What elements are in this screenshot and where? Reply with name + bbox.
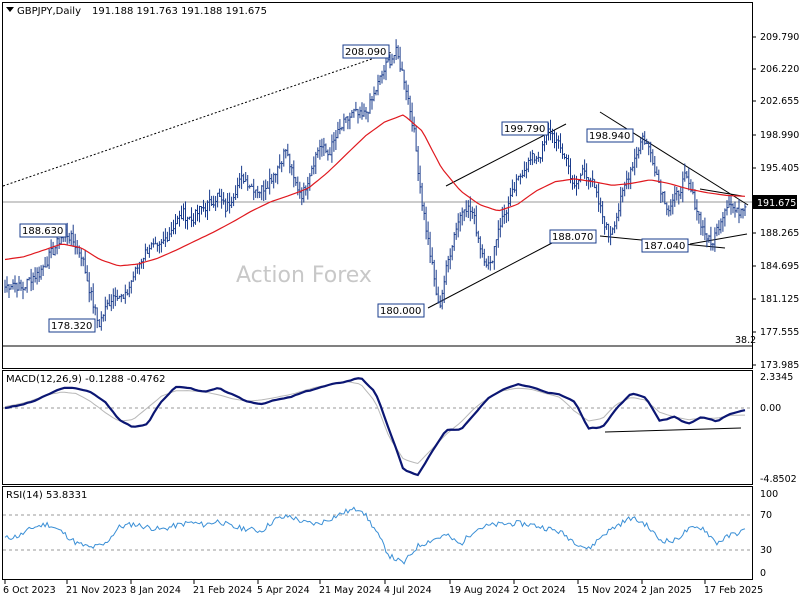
time-tick-label: 6 Oct 2023 xyxy=(3,585,56,596)
price-tick-label: 209.790 xyxy=(760,32,799,43)
moving-average-line xyxy=(4,114,746,267)
annotation-low-180-label: 180.000 xyxy=(380,306,421,317)
price-tick-label: 195.405 xyxy=(760,163,799,174)
annotation-low-188-label: 188.070 xyxy=(552,232,593,243)
annotation-low-180: 180.000 xyxy=(377,303,425,318)
current-price-value: 191.675 xyxy=(757,198,796,209)
annotation-low-187-label: 187.040 xyxy=(644,241,685,252)
wedge-top-trendline xyxy=(699,188,743,197)
rsi-tick-label: 0 xyxy=(760,568,766,579)
fib-382-label: 38.2 xyxy=(735,335,756,346)
price-tick-label: 184.695 xyxy=(760,261,799,272)
time-tick-label: 2 Jan 2025 xyxy=(641,585,692,596)
rsi-tick-label: 70 xyxy=(760,510,772,521)
macd-support-trendline xyxy=(604,427,742,433)
annotation-low-187: 187.040 xyxy=(641,238,689,253)
price-tick-label: 188.265 xyxy=(760,228,799,239)
price-panel-frame xyxy=(2,2,753,369)
rsi-line xyxy=(4,506,746,565)
macd-panel-frame xyxy=(2,370,753,485)
watermark: Action Forex xyxy=(236,263,372,288)
macd-tick-label: -4.8502 xyxy=(760,474,797,485)
annotation-high-199: 199.790 xyxy=(501,121,549,136)
macd-axis: 2.3345 0.00 -4.8502 xyxy=(760,372,797,485)
symbol-marker-icon xyxy=(6,7,14,12)
ohlc-label: 191.188 191.763 191.188 191.675 xyxy=(92,6,267,17)
rsi-tick-label: 100 xyxy=(760,489,778,500)
price-bars xyxy=(4,39,747,331)
annotation-low-178: 178.320 xyxy=(48,318,96,333)
macd-title: MACD(12,26,9) -0.1288 -0.4762 xyxy=(6,374,166,385)
annotation-high-188-label: 188.630 xyxy=(22,226,63,237)
price-tick-label: 206.220 xyxy=(760,64,799,75)
time-tick-label: 5 Apr 2024 xyxy=(257,585,310,596)
time-tick-label: 15 Nov 2024 xyxy=(577,585,638,596)
annotation-high-208: 208.090 xyxy=(342,44,390,59)
time-tick-label: 17 Feb 2025 xyxy=(704,585,763,596)
time-tick-label: 8 Jan 2024 xyxy=(130,585,181,596)
rsi-tick-label: 30 xyxy=(760,545,772,556)
wedge-bottom-trendline xyxy=(689,233,748,245)
price-tick-label: 202.655 xyxy=(760,96,799,107)
price-tick-label: 173.985 xyxy=(760,360,799,371)
time-tick-label: 2 Oct 2024 xyxy=(513,585,566,596)
time-tick-label: 19 Aug 2024 xyxy=(449,585,510,596)
price-axis: 209.790 206.220 202.655 198.990 195.405 … xyxy=(752,32,799,371)
annotation-low-188: 188.070 xyxy=(549,229,597,244)
rsi-axis: 100 70 30 0 xyxy=(760,489,778,579)
time-tick-label: 4 Jul 2024 xyxy=(384,585,432,596)
annotation-high-199-label: 199.790 xyxy=(504,124,545,135)
annotation-high-198-label: 198.940 xyxy=(589,131,630,142)
price-tick-label: 177.555 xyxy=(760,327,799,338)
price-tick-label: 181.125 xyxy=(760,294,799,305)
rsi-title: RSI(14) 53.8331 xyxy=(6,490,87,501)
macd-line xyxy=(4,377,746,477)
time-tick-label: 21 Feb 2024 xyxy=(193,585,252,596)
annotation-high-208-label: 208.090 xyxy=(345,47,386,58)
macd-tick-label: 2.3345 xyxy=(760,372,793,383)
time-axis: 6 Oct 2023 21 Nov 2023 8 Jan 2024 21 Feb… xyxy=(3,580,763,596)
time-tick-label: 21 May 2024 xyxy=(319,585,381,596)
triangle-upper-trendline xyxy=(599,111,749,206)
macd-tick-label: 0.00 xyxy=(760,403,781,414)
symbol-label: GBPJPY,Daily xyxy=(17,6,81,17)
annotation-low-178-label: 178.320 xyxy=(51,321,92,332)
annotation-high-198: 198.940 xyxy=(586,128,634,143)
rsi-panel-frame xyxy=(2,486,753,580)
channel-lower-trendline xyxy=(427,242,553,309)
price-tick-label: 198.990 xyxy=(760,130,799,141)
current-price-tag xyxy=(753,195,797,209)
long-term-dotted-trendline xyxy=(2,51,393,187)
annotation-high-188: 188.630 xyxy=(19,223,67,238)
time-tick-label: 21 Nov 2023 xyxy=(66,585,127,596)
